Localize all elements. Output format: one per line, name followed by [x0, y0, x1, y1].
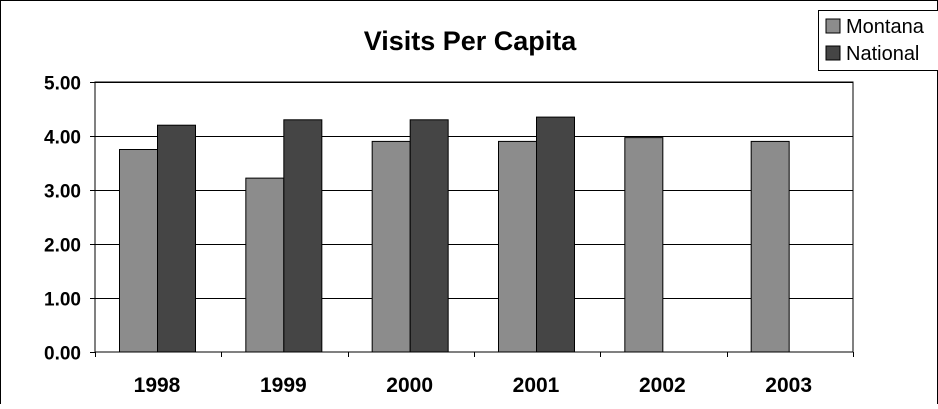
y-tick-label: 2.00 [44, 236, 81, 257]
gridlines [95, 82, 853, 352]
x-tick-label: 2002 [639, 374, 686, 397]
legend: Montana National [819, 11, 938, 71]
bar-montana-1998 [120, 150, 158, 353]
legend-swatch-montana [826, 19, 840, 33]
x-tick-label: 2003 [765, 374, 812, 397]
x-tick-label: 1999 [260, 374, 307, 397]
x-tick-label: 2000 [386, 374, 433, 397]
y-tick-label: 1.00 [44, 290, 81, 311]
bar-montana-2003 [751, 141, 789, 352]
plot-area [95, 82, 853, 352]
chart-title: Visits Per Capita [364, 26, 578, 56]
bar-national-2001 [537, 117, 575, 352]
legend-swatch-national [826, 46, 840, 60]
bar-national-1999 [284, 120, 322, 352]
x-tick-label: 1998 [134, 374, 181, 397]
y-tick-label: 0.00 [44, 344, 81, 365]
legend-label-montana: Montana [846, 16, 925, 38]
bar-montana-1999 [246, 178, 284, 352]
y-tick-label: 3.00 [44, 182, 81, 203]
bar-national-2000 [410, 120, 448, 352]
x-tick-label: 2001 [513, 374, 560, 397]
bar-montana-2001 [499, 141, 537, 352]
y-tick-label: 4.00 [44, 128, 81, 149]
legend-label-national: National [846, 43, 919, 65]
bar-montana-2002 [625, 138, 663, 352]
bar-national-1998 [158, 125, 196, 352]
bar-montana-2000 [372, 141, 410, 352]
y-tick-label: 5.00 [44, 74, 81, 95]
